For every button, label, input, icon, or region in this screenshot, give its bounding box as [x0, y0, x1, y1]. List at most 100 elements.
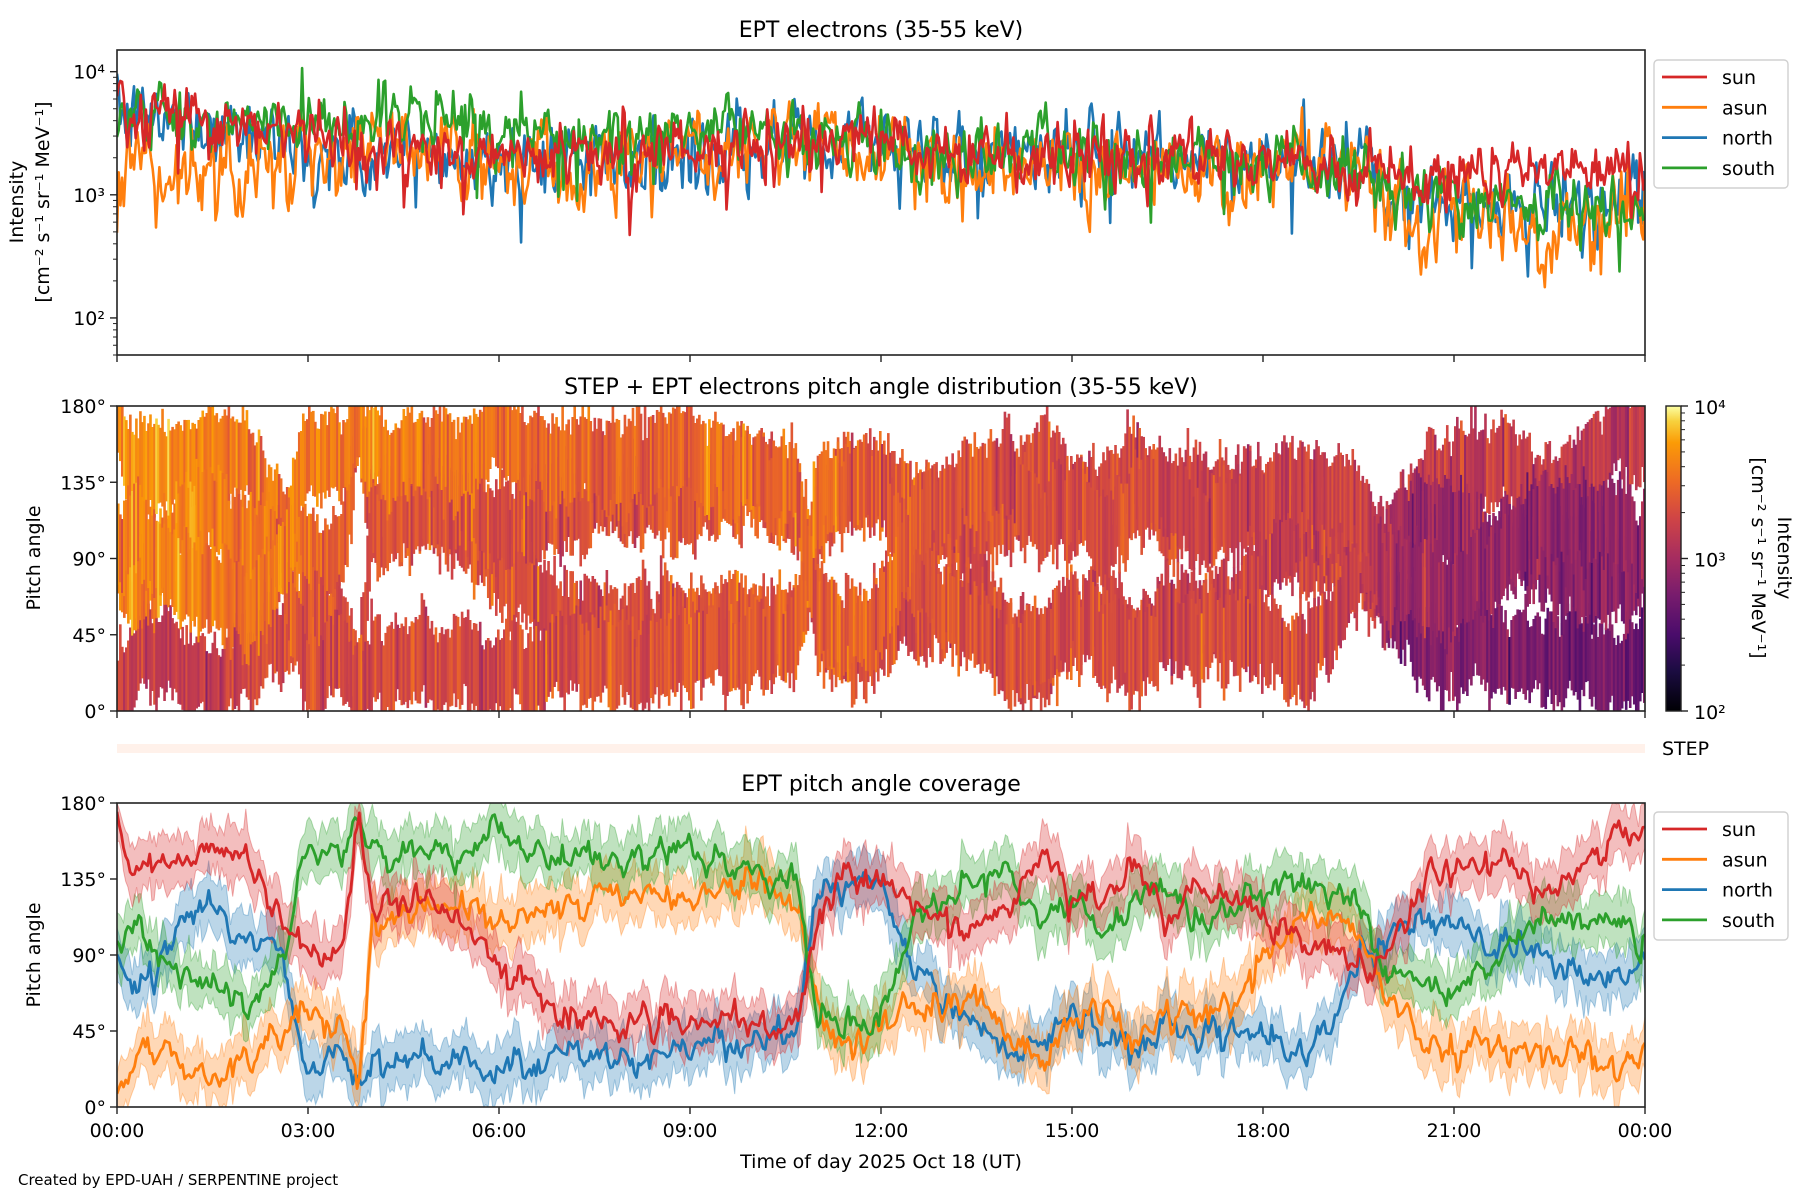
heatmap-cell	[310, 513, 313, 606]
heatmap-cell	[1472, 606, 1475, 677]
heatmap-cell	[1431, 481, 1435, 568]
heatmap-cell	[127, 485, 130, 575]
heatmap-cell	[551, 614, 554, 699]
heatmap-cell	[1508, 504, 1511, 577]
heatmap-cell	[1023, 451, 1027, 564]
heatmap-cell	[1168, 582, 1172, 659]
heatmap-cell	[794, 479, 798, 547]
heatmap-cell	[681, 606, 685, 681]
heatmap-cell	[523, 422, 526, 496]
heatmap-cell	[1628, 408, 1632, 489]
heatmap-cell	[1616, 479, 1620, 565]
heatmap-cell	[511, 410, 514, 483]
heatmap-cell	[438, 478, 442, 554]
heatmap-cell	[364, 416, 367, 482]
heatmap-cell	[1586, 553, 1590, 624]
heatmap-cell	[1451, 492, 1455, 565]
heatmap-cell	[1041, 490, 1045, 562]
heatmap-cell	[249, 433, 253, 509]
heatmap-cell	[511, 494, 514, 567]
heatmap-cell	[338, 615, 341, 689]
heatmap-cell	[1301, 516, 1304, 595]
heatmap-cell	[836, 441, 840, 532]
heatmap-cell	[1142, 448, 1145, 548]
heatmap-cell	[488, 514, 492, 610]
heatmap-cell	[1494, 608, 1497, 694]
heatmap-cell	[171, 534, 174, 607]
heatmap-cell	[1166, 561, 1170, 665]
heatmap-cell	[687, 461, 691, 545]
panel1-series-group	[117, 66, 1645, 289]
heatmap-cell	[925, 466, 928, 554]
heatmap-cell	[332, 506, 335, 598]
heatmap-cell	[392, 430, 396, 498]
heatmap-cell	[253, 633, 257, 700]
heatmap-cell	[470, 423, 474, 494]
heatmap-cell	[692, 601, 695, 709]
heatmap-cell	[927, 470, 930, 551]
heatmap-cell	[1425, 607, 1429, 698]
heatmap-cell	[852, 609, 856, 705]
heatmap-cell	[951, 576, 954, 667]
heatmap-cell	[609, 422, 613, 500]
heatmap-cell	[145, 612, 148, 689]
heatmap-cell	[277, 524, 281, 592]
heatmap-cell	[889, 553, 892, 634]
heatmap-cell	[480, 411, 484, 479]
heatmap-cell	[565, 569, 568, 667]
heatmap-cell	[1011, 623, 1015, 691]
heatmap-cell	[1546, 472, 1550, 576]
heatmap-cell	[1293, 619, 1296, 695]
heatmap-cell	[402, 626, 406, 705]
heatmap-cell	[517, 531, 520, 608]
heatmap-cell	[1098, 497, 1101, 577]
heatmap-cell	[589, 612, 593, 698]
heatmap-cell	[1624, 493, 1628, 561]
heatmap-cell	[378, 415, 381, 484]
heatmap-cell	[1562, 530, 1566, 635]
heatmap-cell	[683, 461, 687, 546]
heatmap-cell	[1464, 552, 1467, 625]
heatmap-cell	[1552, 487, 1556, 562]
heatmap-cell	[649, 416, 653, 505]
heatmap-cell	[1307, 444, 1310, 520]
heatmap-cell	[1427, 535, 1431, 628]
heatmap-cell	[211, 406, 215, 499]
heatmap-cell	[571, 571, 574, 656]
heatmap-cell	[1480, 430, 1483, 518]
heatmap-cell	[541, 416, 544, 490]
heatmap-cell	[1622, 546, 1626, 624]
heatmap-cell	[1616, 534, 1620, 609]
heatmap-cell	[1393, 492, 1397, 561]
heatmap-cell	[917, 530, 920, 611]
heatmap-cell	[1240, 461, 1244, 565]
heatmap-cell	[418, 449, 422, 552]
heatmap-cell	[344, 422, 347, 488]
heatmap-cell	[1134, 617, 1137, 691]
heatmap-cell	[585, 575, 589, 669]
heatmap-cell	[1456, 627, 1459, 711]
heatmap-cell	[123, 416, 126, 486]
heatmap-cell	[1462, 430, 1465, 515]
heatmap-cell	[1608, 540, 1612, 631]
heatmap-cell	[494, 479, 498, 578]
heatmap-cell	[1212, 587, 1216, 653]
heatmap-cell	[1011, 441, 1015, 510]
heatmap-cell	[1327, 466, 1330, 559]
heatmap-cell	[1001, 592, 1005, 692]
heatmap-cell	[730, 431, 733, 526]
heatmap-cell	[651, 415, 655, 506]
heatmap-cell	[828, 458, 832, 533]
heatmap-cell	[1059, 464, 1063, 540]
heatmap-cell	[663, 562, 667, 654]
heatmap-cell	[488, 406, 492, 469]
heatmap-cell	[1564, 619, 1568, 699]
heatmap-cell	[1275, 443, 1278, 523]
heatmap-cell	[1325, 458, 1328, 547]
heatmap-cell	[929, 468, 932, 548]
heatmap-cell	[1516, 498, 1519, 569]
heatmap-cell	[308, 513, 311, 598]
heatmap-cell	[1287, 447, 1290, 514]
heatmap-cell	[1510, 620, 1513, 688]
heatmap-cell	[1606, 409, 1610, 480]
